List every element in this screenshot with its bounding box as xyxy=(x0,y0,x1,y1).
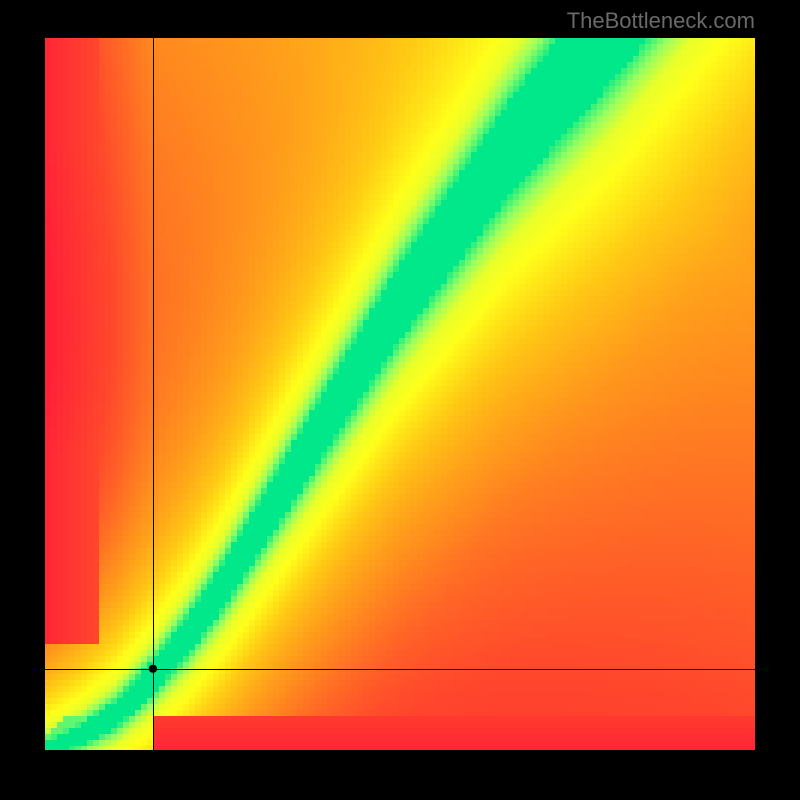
heatmap-plot xyxy=(45,38,755,750)
watermark-text: TheBottleneck.com xyxy=(567,8,755,34)
heatmap-canvas xyxy=(45,38,755,750)
